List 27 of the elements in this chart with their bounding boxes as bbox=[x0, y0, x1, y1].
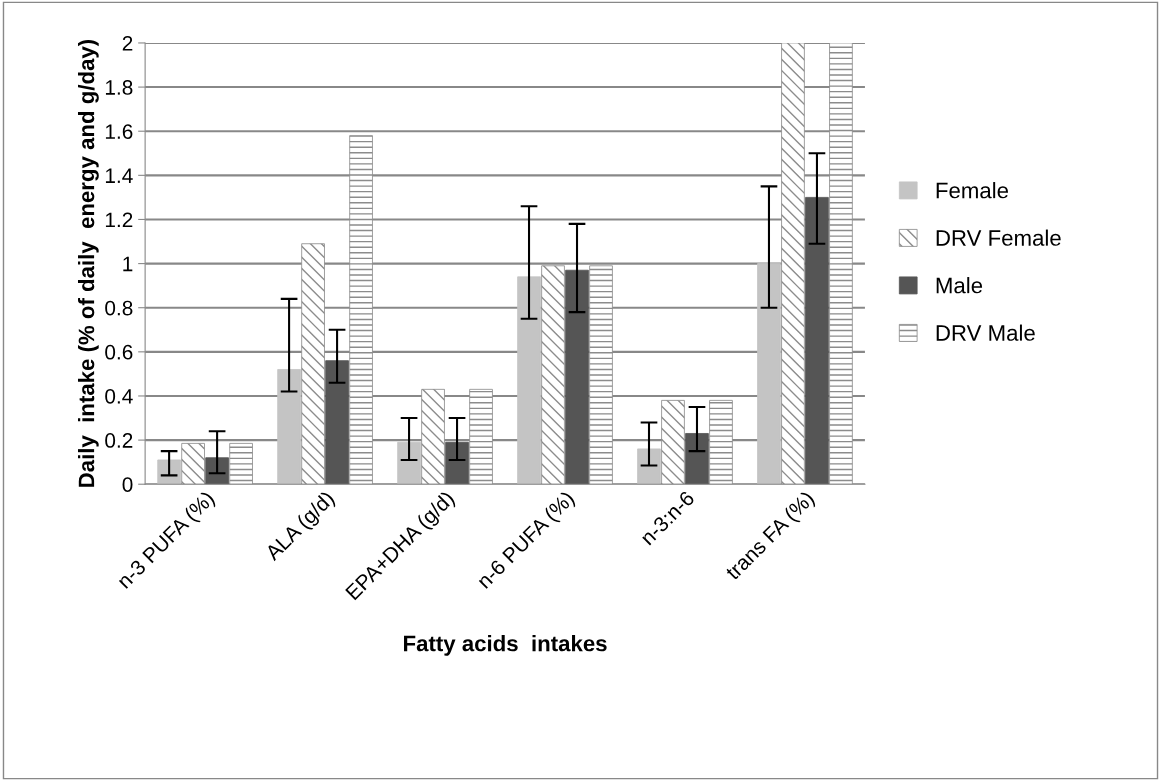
bar bbox=[397, 441, 421, 485]
bar bbox=[565, 269, 589, 485]
bar bbox=[205, 457, 229, 485]
bar bbox=[685, 433, 709, 485]
bar bbox=[445, 441, 469, 485]
y-tick-label: 1 bbox=[123, 256, 133, 272]
bar bbox=[805, 196, 829, 485]
y-axis-title: Daily intake (% of daily energy and g/day) bbox=[77, 39, 99, 487]
y-tick-label: 1.2 bbox=[105, 212, 133, 228]
y-tick-label: 2 bbox=[122, 35, 133, 51]
legend-label: DRV Male bbox=[936, 324, 1035, 341]
bar bbox=[277, 369, 301, 485]
legend-label: DRV Female bbox=[936, 229, 1061, 246]
y-tick-label: 1.4 bbox=[105, 168, 133, 183]
y-tick-label: 0.6 bbox=[105, 344, 133, 360]
bar bbox=[757, 263, 781, 485]
bar bbox=[325, 360, 349, 485]
y-tick-label: 1.8 bbox=[105, 80, 133, 95]
y-tick-label: 0.4 bbox=[105, 388, 133, 404]
bar bbox=[517, 276, 541, 485]
legend-label: Female bbox=[936, 182, 1009, 199]
y-tick-label: 0 bbox=[122, 477, 133, 492]
y-tick-label: 0.2 bbox=[105, 433, 133, 448]
y-tick-label: 0.8 bbox=[105, 300, 133, 316]
legend-label: Male bbox=[936, 277, 983, 294]
y-tick-label: 1.6 bbox=[105, 124, 133, 139]
x-axis-title: Fatty acids intakes bbox=[404, 635, 607, 656]
